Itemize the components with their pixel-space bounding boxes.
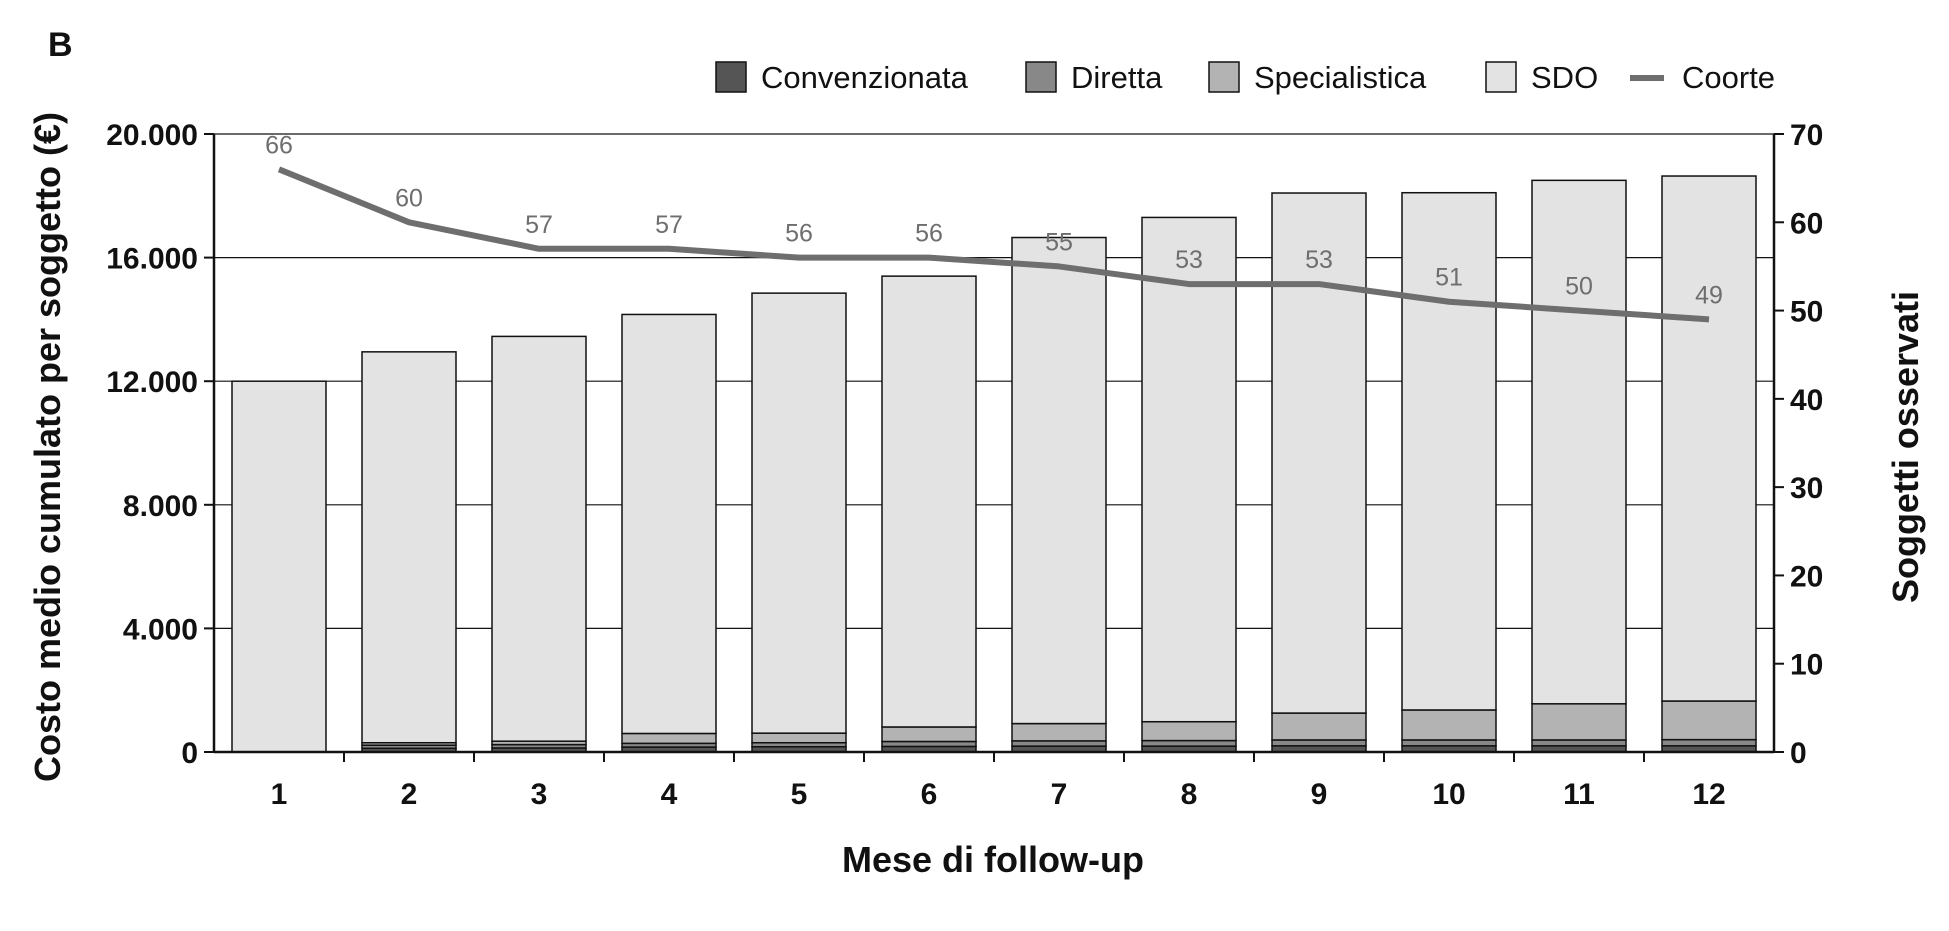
bar-diretta-10 [1401,739,1497,747]
bar-diretta-8 [1141,739,1237,747]
bar-specialistica-4 [621,732,717,745]
y-tick-label: 12.000 [106,366,198,399]
y2-tick-label: 30 [1790,472,1823,505]
bar-sdo-7 [1011,236,1107,725]
gridlines [214,133,1774,630]
bar-sdo-12 [1661,175,1757,702]
bar-specialistica-11 [1531,703,1627,741]
y2-tick-label: 10 [1790,649,1823,682]
legend-label: Diretta [1071,60,1163,95]
x-tick-label: 1 [271,778,288,811]
cohort-data-label: 66 [265,131,293,159]
y2-tick-label: 20 [1790,560,1823,593]
bar-diretta-7 [1011,740,1107,747]
cohort-data-label: 57 [525,211,553,239]
bar-sdo-2 [361,351,457,744]
y-tick-label: 16.000 [106,243,198,276]
x-tick-label: 8 [1181,778,1198,811]
bar-sdo-1 [231,380,327,753]
cohort-line-group: 66 60 57 57 56 56 55 53 53 51 50 49 [265,131,1723,323]
bar-specialistica-8 [1141,720,1237,742]
bar-diretta-12 [1661,738,1757,747]
legend-label: Convenzionata [761,60,969,95]
y-tick-label: 20.000 [106,119,198,152]
bar-sdo-6 [881,275,977,728]
x-tick-label: 11 [1563,778,1595,811]
x-tick-label: 4 [661,778,678,811]
bar-sdo-11 [1531,179,1627,705]
bar-sdo-9 [1271,192,1367,714]
y2-tick-label: 50 [1790,296,1823,329]
y2-tick-label: 40 [1790,384,1823,417]
cohort-data-label: 56 [785,220,813,248]
cohort-data-label: 53 [1305,246,1333,274]
x-tick-label: 12 [1692,778,1725,811]
y-tick-label: 0 [181,737,198,770]
legend: Convenzionata Diretta Specialistica SDO Coor… [715,60,1775,95]
cohort-data-label: 56 [915,220,943,248]
panel-label: B [48,26,73,64]
bar-sdo-3 [491,335,587,742]
legend-swatch [1208,61,1240,93]
bars [231,175,1757,753]
cohort-data-label: 60 [395,184,423,212]
y2-tick-label: 0 [1790,737,1807,770]
legend-swatch [1485,61,1517,93]
cohort-data-label: 53 [1175,246,1203,274]
y-axis-title: Costo medio cumulato per soggetto (€) [27,112,68,782]
legend-swatch [715,61,747,93]
bar-specialistica-12 [1661,700,1757,741]
bar-sdo-10 [1401,191,1497,711]
cohort-data-label: 57 [655,211,683,239]
cohort-data-label: 50 [1565,273,1593,301]
bar-diretta-11 [1531,739,1627,747]
axes: 0 4.000 8.000 12.000 16.000 20.000 0 10 20 30 40 50… [106,119,1823,811]
x-tick-label: 6 [921,778,938,811]
y-tick-label: 8.000 [123,490,198,523]
x-tick-label: 5 [791,778,808,811]
x-tick-label: 10 [1432,778,1465,811]
legend-label: SDO [1531,60,1598,95]
bar-specialistica-9 [1271,712,1367,741]
bar-specialistica-10 [1401,709,1497,741]
bar-sdo-5 [751,292,847,734]
x-axis-title: Mese di follow-up [842,839,1144,880]
bar-specialistica-6 [881,726,977,743]
bar-specialistica-5 [751,732,847,744]
y2-axis-title: Soggetti osservati [1885,291,1926,603]
cohort-line [277,166,1710,323]
y2-tick-label: 60 [1790,207,1823,240]
legend-swatch [1025,61,1057,93]
cohort-data-label: 55 [1045,228,1073,256]
bar-sdo-4 [621,313,717,735]
cohort-data-label: 51 [1435,264,1463,292]
x-tick-label: 3 [531,778,548,811]
y-tick-label: 4.000 [123,613,198,646]
legend-label: Coorte [1682,60,1775,95]
bar-diretta-9 [1271,739,1367,747]
y2-tick-label: 70 [1790,119,1823,152]
x-tick-label: 9 [1311,778,1328,811]
bar-sdo-8 [1141,216,1237,723]
bar-specialistica-7 [1011,722,1107,742]
legend-label: Specialistica [1254,60,1427,95]
cohort-data-label: 49 [1695,281,1723,309]
x-tick-label: 7 [1051,778,1068,811]
x-tick-label: 2 [401,778,418,811]
